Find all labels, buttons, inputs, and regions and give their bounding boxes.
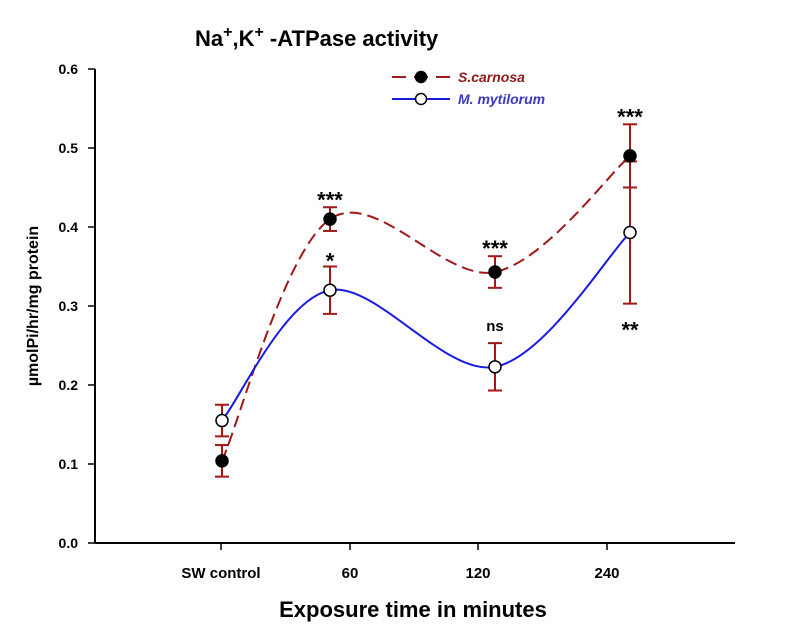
legend-label: M. mytilorum bbox=[458, 91, 545, 107]
x-tick-label: 120 bbox=[465, 565, 490, 582]
significance-label: *** bbox=[617, 104, 643, 129]
legend-marker bbox=[414, 70, 428, 84]
x-tick-label: 60 bbox=[342, 565, 359, 582]
y-tick-label: 0.5 bbox=[59, 140, 79, 156]
data-point bbox=[623, 225, 637, 240]
data-point bbox=[623, 149, 637, 163]
significance-label: *** bbox=[482, 236, 508, 261]
data-point bbox=[323, 283, 337, 297]
data-point bbox=[323, 212, 337, 226]
significance-label: * bbox=[326, 249, 335, 274]
y-tick-label: 0.2 bbox=[59, 377, 79, 393]
y-tick-label: 0.0 bbox=[59, 535, 79, 551]
legend-label: S.carnosa bbox=[458, 69, 525, 85]
series-line-1 bbox=[221, 231, 631, 422]
y-axis-label: µmolPi/hr/mg protein bbox=[25, 226, 42, 386]
x-tick-label: 240 bbox=[594, 565, 619, 582]
data-point bbox=[488, 265, 502, 279]
chart-title: Na+,K+ -ATPase activity bbox=[195, 24, 439, 51]
x-tick-label: SW control bbox=[181, 565, 260, 582]
y-tick-label: 0.1 bbox=[59, 456, 79, 472]
significance-label: *** bbox=[317, 187, 343, 212]
legend-marker bbox=[414, 92, 428, 106]
x-axis-label: Exposure time in minutes bbox=[279, 597, 547, 622]
y-tick-label: 0.6 bbox=[59, 61, 79, 77]
significance-label: ns bbox=[486, 318, 504, 335]
significance-label: ** bbox=[621, 318, 639, 343]
series-line-0 bbox=[221, 155, 631, 462]
data-point bbox=[215, 454, 229, 468]
data-point bbox=[488, 360, 502, 374]
y-tick-label: 0.4 bbox=[59, 219, 79, 235]
y-tick-label: 0.3 bbox=[59, 298, 79, 314]
data-point bbox=[215, 413, 229, 428]
